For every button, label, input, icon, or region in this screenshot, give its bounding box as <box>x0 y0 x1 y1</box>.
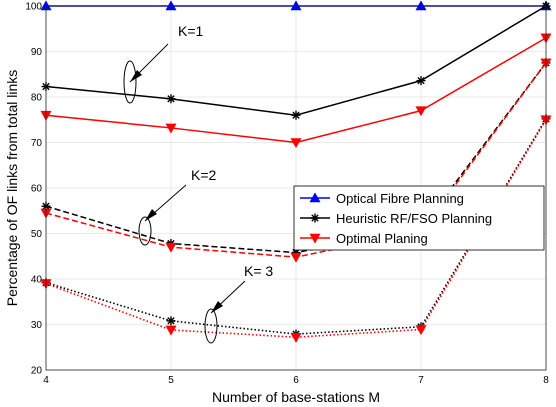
annotation-k1: K=1 <box>123 23 204 104</box>
data-point-o1 <box>165 123 177 134</box>
marker-stroke <box>167 317 175 325</box>
y-axis-label: Percentage of OF links from total links <box>4 70 20 307</box>
data-point-fibre <box>290 0 302 11</box>
legend-swatch-marker <box>310 213 320 223</box>
y-tick-label: 70 <box>31 138 43 149</box>
data-point-h1 <box>166 94 176 104</box>
legend-entry-optimal: Optimal Planing <box>336 231 428 246</box>
data-point-o2 <box>165 242 177 253</box>
legend-swatches <box>300 192 330 244</box>
data-point-h1 <box>416 76 426 86</box>
data-point-o3 <box>165 325 177 336</box>
annotation-k2-label: K=2 <box>191 167 217 183</box>
y-tick-label: 60 <box>31 184 43 195</box>
x-axis-label: Number of base-stations M <box>212 389 380 405</box>
y-tick-label: 40 <box>31 275 43 286</box>
legend-swatch-marker <box>309 192 321 203</box>
annotation-k1-label: K=1 <box>178 23 204 39</box>
y-tick-label: 30 <box>31 320 43 331</box>
series-line-o3 <box>45 119 547 339</box>
marker-stroke <box>311 214 319 222</box>
data-point-h1 <box>291 110 301 120</box>
legend: Optical Fibre Planning Heuristic RF/FSO … <box>293 185 545 251</box>
x-tick-label: 5 <box>168 375 174 386</box>
y-tick-label: 80 <box>31 93 43 104</box>
x-tick-label: 6 <box>293 375 299 386</box>
data-point-o3 <box>415 325 427 336</box>
x-tick-label: 8 <box>543 375 549 386</box>
x-tick-label: 7 <box>418 375 424 386</box>
marker-stroke <box>417 76 425 85</box>
y-tick-label: 90 <box>31 47 43 58</box>
data-point-o2 <box>290 252 302 263</box>
x-tick-label: 4 <box>43 375 49 386</box>
data-point-o1 <box>415 106 427 117</box>
data-point-fibre <box>415 0 427 11</box>
marker-stroke <box>292 111 300 119</box>
legend-entry-fibre: Optical Fibre Planning <box>336 191 464 206</box>
annotation-k3-label: K= 3 <box>244 263 273 279</box>
legend-swatch-marker <box>309 233 321 244</box>
data-point-fibre <box>165 0 177 11</box>
data-point-h3 <box>166 316 176 326</box>
marker-stroke <box>167 95 175 103</box>
plot-frame <box>45 5 547 371</box>
data-point-o3 <box>290 332 302 343</box>
data-point-o1 <box>290 138 302 149</box>
y-tick-label: 20 <box>31 366 43 377</box>
annotation-k3: K= 3 <box>204 263 273 344</box>
y-tick-label: 100 <box>25 2 42 13</box>
legend-entry-heuristic: Heuristic RF/FSO Planning <box>336 211 492 226</box>
annotation-k2: K=2 <box>138 167 217 246</box>
tick-labels: 4 5 6 7 8 20 30 40 50 60 70 80 90 100 <box>25 2 549 387</box>
y-tick-label: 50 <box>31 229 43 240</box>
legend-box <box>293 185 545 251</box>
